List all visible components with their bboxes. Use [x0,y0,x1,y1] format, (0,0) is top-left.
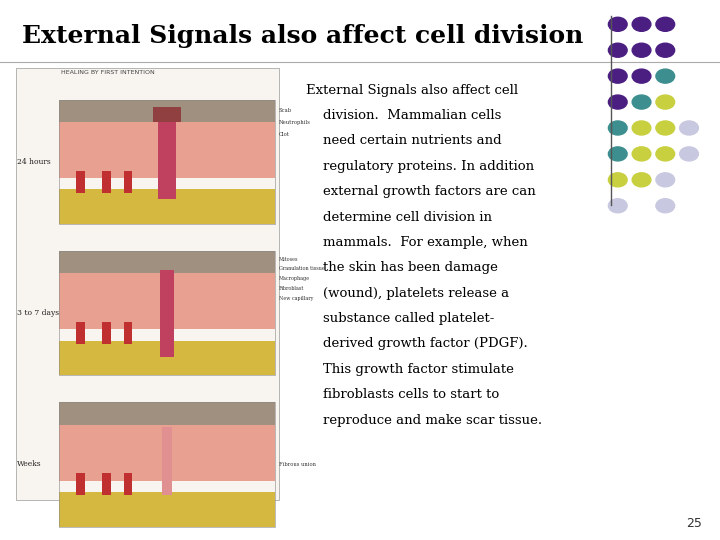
Text: Granulation tissue: Granulation tissue [279,266,325,272]
FancyBboxPatch shape [16,68,279,500]
Bar [59,190,275,224]
Circle shape [608,95,627,109]
Text: need certain nutrients and: need certain nutrients and [306,134,502,147]
Circle shape [680,147,698,161]
Circle shape [608,69,627,83]
Bar [76,322,85,345]
Bar [102,322,111,345]
Text: mammals.  For example, when: mammals. For example, when [306,236,528,249]
Circle shape [656,199,675,213]
Bar [59,251,275,375]
Circle shape [656,69,675,83]
Text: This growth factor stimulate: This growth factor stimulate [306,363,514,376]
Text: division.  Mammalian cells: division. Mammalian cells [306,109,501,122]
Text: 3 to 7 days: 3 to 7 days [17,309,60,317]
Bar [160,269,174,356]
Circle shape [632,17,651,31]
Bar [158,119,176,199]
Circle shape [656,43,675,57]
Circle shape [656,121,675,135]
Text: External Signals also affect cell: External Signals also affect cell [306,84,518,97]
Circle shape [608,121,627,135]
Circle shape [632,121,651,135]
Bar [124,473,132,496]
Circle shape [656,95,675,109]
Circle shape [680,121,698,135]
Text: (wound), platelets release a: (wound), platelets release a [306,287,509,300]
Text: 24 hours: 24 hours [17,158,51,166]
Circle shape [656,17,675,31]
Circle shape [656,147,675,161]
Bar [59,402,275,526]
Text: regulatory proteins. In addition: regulatory proteins. In addition [306,160,534,173]
Text: 25: 25 [686,517,702,530]
Text: Macrophage: Macrophage [279,276,310,281]
Text: Clot: Clot [279,132,289,137]
Text: Weeks: Weeks [17,461,42,468]
Text: New capillary: New capillary [279,295,313,301]
Text: external growth factors are can: external growth factors are can [306,185,536,198]
Circle shape [632,43,651,57]
Circle shape [632,69,651,83]
Bar [102,473,111,496]
Bar [59,100,275,122]
Circle shape [608,199,627,213]
Text: fibroblasts cells to start to: fibroblasts cells to start to [306,388,499,401]
Text: the skin has been damage: the skin has been damage [306,261,498,274]
Text: Neutrophils: Neutrophils [279,120,310,125]
Bar [59,402,275,424]
Circle shape [608,43,627,57]
Bar [124,171,132,193]
Text: Scab: Scab [279,108,292,113]
Text: Fibrous union: Fibrous union [279,462,315,467]
Text: derived growth factor (PDGF).: derived growth factor (PDGF). [306,338,528,350]
Bar [102,171,111,193]
Bar [59,492,275,526]
Bar [162,427,172,496]
Text: substance called platelet-: substance called platelet- [306,312,495,325]
Circle shape [632,147,651,161]
Circle shape [632,95,651,109]
Bar [76,171,85,193]
Circle shape [632,173,651,187]
Bar [76,473,85,496]
Bar [124,322,132,345]
Text: HEALING BY FIRST INTENTION: HEALING BY FIRST INTENTION [61,70,155,75]
Bar [59,100,275,224]
Bar [59,273,275,329]
Circle shape [656,173,675,187]
Bar [59,122,275,178]
Bar [59,424,275,481]
Circle shape [608,17,627,31]
Circle shape [608,173,627,187]
Bar [153,107,181,122]
Text: determine cell division in: determine cell division in [306,211,492,224]
Text: Fibroblast: Fibroblast [279,286,304,291]
Circle shape [608,147,627,161]
Bar [59,251,275,273]
Text: Mitoses: Mitoses [279,256,298,262]
Text: reproduce and make scar tissue.: reproduce and make scar tissue. [306,414,542,427]
Text: External Signals also affect cell division: External Signals also affect cell divisi… [22,24,583,48]
Bar [59,341,275,375]
